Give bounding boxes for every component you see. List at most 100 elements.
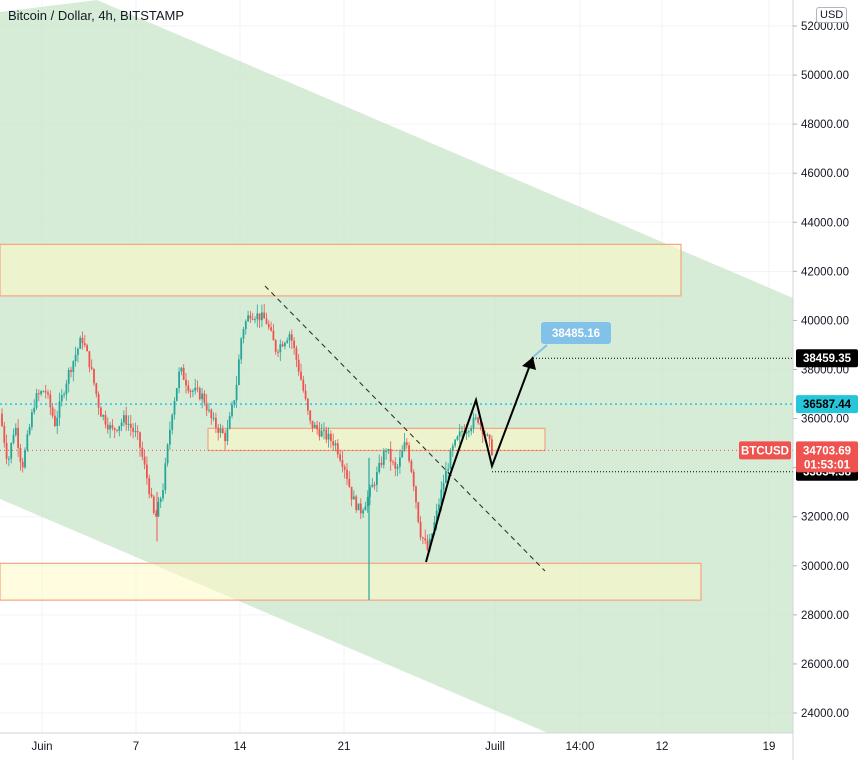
candle-body [270,327,272,331]
candle-body [350,486,353,500]
candle-body [256,313,259,320]
candle-body [410,460,413,472]
y-tick-label: 36000.00 [801,414,849,426]
candle-body [327,433,330,440]
channel-fill [0,0,793,733]
level-lines [0,357,793,473]
candle-body [217,427,220,433]
candle-body [491,439,493,455]
candle-body [194,387,197,391]
candle-body [152,496,155,513]
candle-body [293,340,295,348]
candle-body [394,462,397,469]
candle-body [189,390,192,392]
candle-body [359,503,362,514]
candle-body [364,506,367,511]
candle-body [148,478,151,495]
candle-body [1,413,3,427]
candle-body [203,393,206,403]
candle-body [454,439,456,446]
candle-body [401,450,404,458]
callout-pointer [532,344,548,358]
candle-body [88,351,91,368]
candle-body [373,484,376,486]
candle-body [389,448,392,462]
candle-body [125,415,128,425]
candle-body [136,431,139,433]
candle-body [205,402,208,411]
y-tick-label: 38000.00 [801,365,849,377]
candle-body [26,434,29,450]
candle-body [83,343,86,346]
candle-body [442,482,445,490]
candle-body [5,442,8,459]
candle-body [228,416,231,429]
candle-body [65,383,68,395]
candle-body [111,425,114,429]
zone-support [0,562,702,601]
candle-body [415,486,417,503]
candle-body [445,470,447,483]
candle-body [40,391,42,395]
candlestick-series [1,303,493,601]
candle-body [265,318,268,325]
candle-body [162,490,164,499]
candle-body [3,426,6,443]
candle-body [44,391,47,393]
candle-body [157,501,160,517]
candle-body [343,466,346,470]
candle-body [90,367,93,369]
candle-body [10,443,13,459]
candle-body [51,407,54,416]
candle-body [164,463,167,491]
candle-body [70,369,72,372]
candle-body [318,429,321,437]
candle-body [408,445,410,461]
candle-body [435,510,438,523]
candle-body [118,426,121,431]
candle-body [219,428,222,433]
candle-body [180,367,183,372]
candle-body [486,434,489,436]
candle-body [74,354,77,362]
candle-body [456,436,459,440]
candle-body [405,442,408,446]
candle-body [378,462,381,472]
candle-body [31,412,33,427]
candle-body [24,449,26,468]
candle-body [316,424,318,430]
candle-body [196,387,199,389]
candle-body [208,409,210,411]
candle-body [346,469,348,479]
candle-body [440,489,443,505]
x-tick-label: 7 [133,741,139,753]
candle-body [369,487,371,497]
y-tick-label: 30000.00 [801,561,849,573]
candle-body [198,388,201,400]
candle-body [12,434,15,444]
x-tick-label: Juin [31,741,52,753]
candle-body [274,340,277,352]
candle-body [60,395,63,402]
candle-body [417,502,420,522]
candle-body [132,427,134,432]
candle-body [35,393,38,408]
candle-body [21,461,24,468]
candle-body [419,521,422,538]
candle-body [141,447,144,457]
currency-button[interactable]: USD [816,7,848,23]
candle-body [399,457,401,467]
candle-body [155,512,157,517]
zone-middle [207,427,546,452]
symbol-tag: BTCUSD [739,441,791,460]
teal-price-tag-value: 36587.44 [803,399,852,411]
candle-body [385,451,387,453]
candle-body [261,312,263,321]
y-tick-label: 24000.00 [801,708,849,720]
y-tick-label: 48000.00 [801,119,849,131]
candle-body [488,434,491,440]
candle-body [311,420,314,428]
candle-body [127,423,130,425]
candle-body [279,344,282,353]
